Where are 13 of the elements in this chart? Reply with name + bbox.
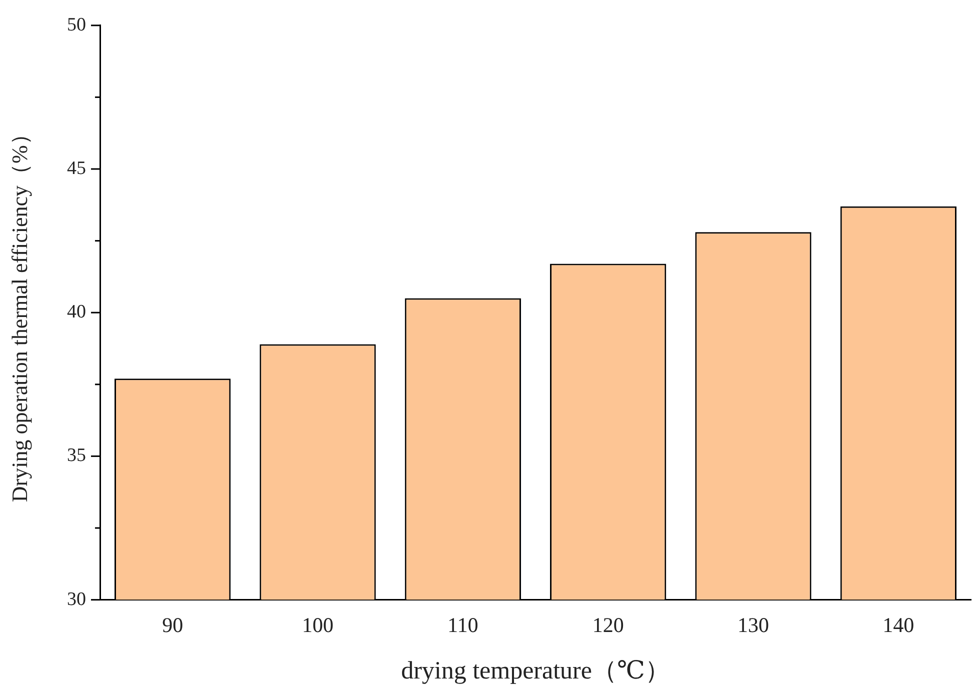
y-tick-label: 40 (67, 302, 86, 323)
y-tick-label: 45 (67, 158, 86, 179)
x-tick-label: 100 (302, 612, 334, 637)
y-tick-label: 30 (67, 588, 86, 610)
x-tick-label: 140 (882, 612, 914, 637)
x-tick-label: 110 (448, 612, 478, 637)
y-axis-title: Drying operation thermal efficiency（%） (6, 123, 32, 502)
y-tick-label: 35 (67, 445, 86, 466)
x-axis-title: drying temperature（℃） (401, 658, 670, 685)
y-tick-label: 50 (67, 14, 86, 36)
x-tick-label: 120 (592, 612, 624, 637)
x-tick-label: 130 (738, 612, 769, 637)
x-tick-label: 90 (162, 612, 184, 637)
